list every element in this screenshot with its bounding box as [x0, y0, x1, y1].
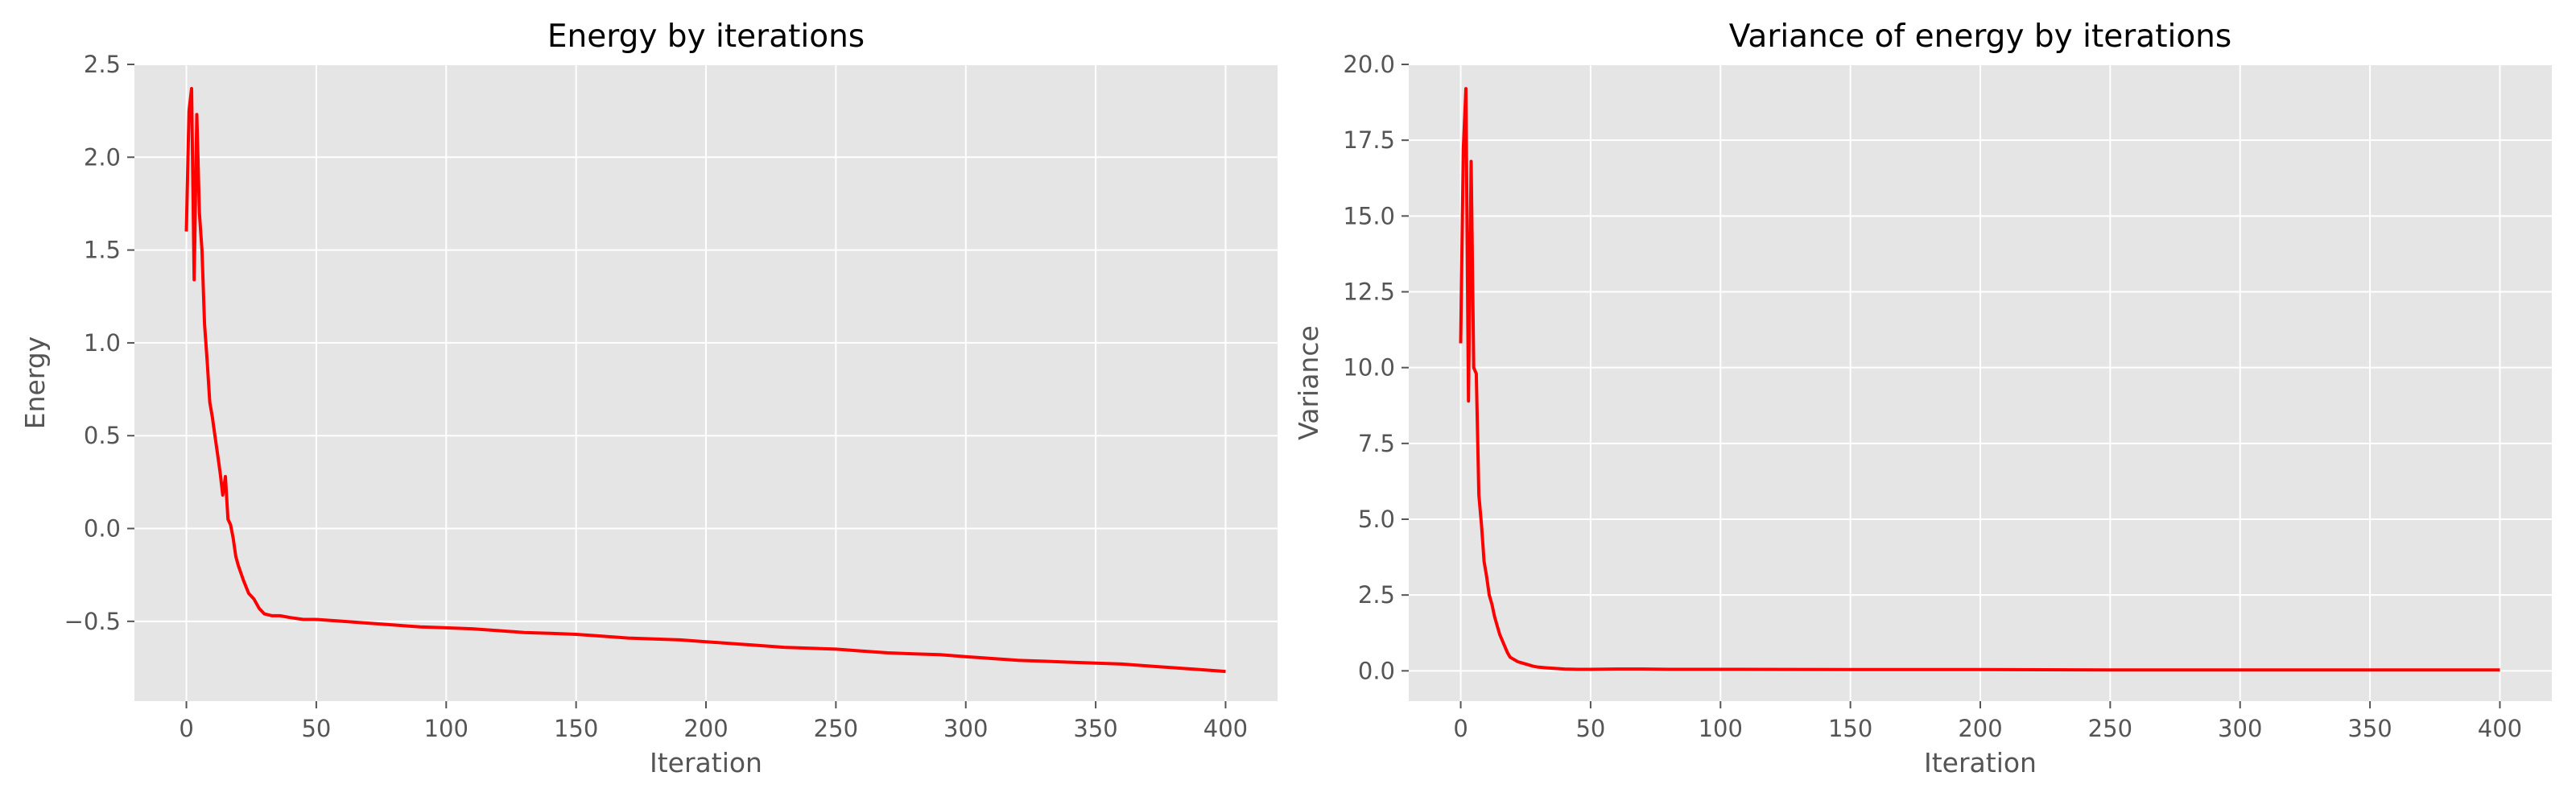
variance-x-tick-label: 400 — [2478, 715, 2522, 742]
energy-x-tick-label: 250 — [814, 715, 858, 742]
energy-y-tick-label: −0.5 — [64, 608, 121, 635]
variance-y-tick-label: 7.5 — [1358, 430, 1395, 457]
energy-chart-title: Energy by iterations — [547, 19, 865, 55]
energy-x-tick-label: 400 — [1203, 715, 1248, 742]
energy-ticks: 0 50 100 150 200 250 300 350 400 −0.5 0.0 0.5 1.0 1.5… — [64, 51, 1249, 742]
variance-y-tick-label: 10.0 — [1343, 354, 1395, 382]
energy-y-tick-label: 1.5 — [84, 237, 121, 264]
variance-y-tick-label: 12.5 — [1343, 279, 1395, 306]
variance-x-tick-label: 100 — [1699, 715, 1743, 742]
energy-y-tick-label: 0.0 — [84, 515, 121, 543]
variance-x-axis-label: Iteration — [1924, 747, 2037, 778]
energy-gridlines — [134, 64, 1278, 701]
energy-chart: 0 50 100 150 200 250 300 350 400 −0.5 0.0 0.5 1.0 1.5… — [19, 19, 1278, 778]
variance-y-tick-label: 5.0 — [1358, 506, 1395, 533]
variance-y-tick-label: 0.0 — [1358, 657, 1395, 684]
variance-x-tick-label: 0 — [1453, 715, 1468, 742]
energy-x-tick-label: 350 — [1073, 715, 1117, 742]
variance-x-tick-label: 200 — [1958, 715, 2002, 742]
energy-x-tick-label: 200 — [683, 715, 728, 742]
energy-series-line — [184, 87, 1226, 674]
energy-x-axis-label: Iteration — [650, 747, 762, 778]
variance-x-tick-label: 50 — [1575, 715, 1605, 742]
energy-y-tick-label: 0.5 — [84, 422, 121, 449]
variance-x-tick-label: 150 — [1828, 715, 1872, 742]
energy-x-tick-label: 100 — [424, 715, 469, 742]
variance-ticks: 0 50 100 150 200 250 300 350 400 0.0 2.5 5.0 7.5 10.0… — [1343, 51, 2522, 742]
energy-y-tick-label: 2.0 — [84, 143, 121, 171]
variance-y-tick-label: 17.5 — [1343, 126, 1395, 154]
variance-y-tick-label: 2.5 — [1358, 581, 1395, 609]
variance-x-tick-label: 300 — [2218, 715, 2262, 742]
variance-x-tick-label: 350 — [2347, 715, 2392, 742]
variance-x-tick-label: 250 — [2088, 715, 2132, 742]
variance-y-tick-label: 15.0 — [1343, 202, 1395, 229]
energy-x-tick-label: 0 — [179, 715, 193, 742]
variance-y-tick-label: 20.0 — [1343, 51, 1395, 78]
energy-y-tick-label: 1.0 — [84, 329, 121, 357]
variance-chart-title: Variance of energy by iterations — [1729, 19, 2231, 55]
energy-x-tick-label: 50 — [301, 715, 331, 742]
energy-x-tick-label: 150 — [554, 715, 598, 742]
variance-chart: 0 50 100 150 200 250 300 350 400 0.0 2.5 5.0 7.5 10.0… — [1293, 19, 2552, 778]
energy-x-tick-label: 300 — [943, 715, 988, 742]
variance-series-line — [1459, 87, 2500, 672]
variance-y-axis-label: Variance — [1293, 325, 1324, 440]
energy-y-tick-label: 2.5 — [84, 51, 121, 78]
energy-y-axis-label: Energy — [19, 336, 51, 430]
